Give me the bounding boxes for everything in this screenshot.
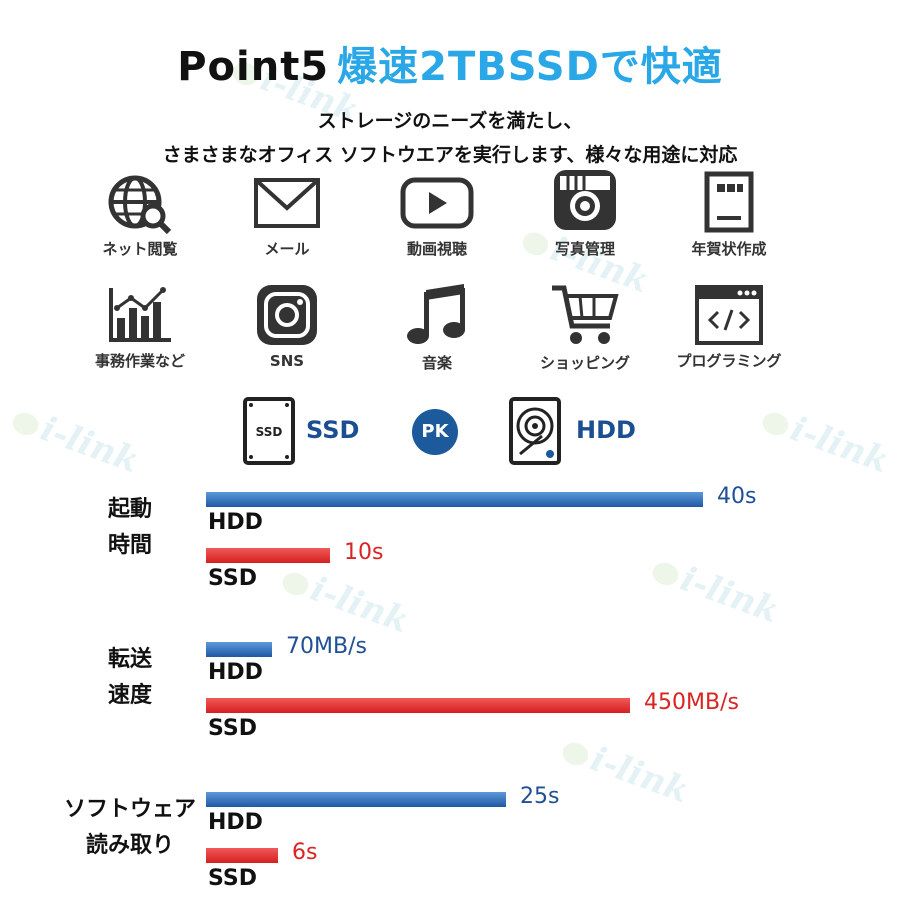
camera-icon	[554, 170, 616, 230]
hdd-drive-icon	[509, 397, 561, 465]
legend-hdd: HDD	[576, 416, 636, 444]
use-item: 事務作業など	[65, 284, 215, 371]
watermark: i-link	[7, 399, 144, 481]
watermark: i-link	[277, 559, 414, 641]
use-label: 事務作業など	[94, 352, 185, 370]
category-label: 転送 速度	[107, 647, 152, 708]
use-label: SNS	[269, 352, 305, 370]
ssd-icon-text: SSD	[256, 425, 283, 439]
title-main: 爆速2TBSSDで快適	[337, 44, 723, 90]
bar-hdd	[206, 642, 272, 657]
video-play-icon	[400, 177, 474, 229]
data-label-ssd: 10s	[344, 540, 384, 565]
vs-badge: PK	[412, 409, 458, 455]
use-label: 動画視聴	[406, 240, 467, 258]
use-label: ショッピング	[539, 354, 630, 372]
category-label: 起動 時間	[107, 497, 152, 558]
data-label-hdd: 25s	[520, 784, 560, 809]
subtitle-line-1: ストレージのニーズを満たし、	[317, 110, 583, 132]
watermark: i-link	[757, 399, 894, 481]
series-label-ssd: SSD	[208, 866, 257, 891]
use-item: 年賀状作成	[654, 170, 804, 259]
bar-ssd	[206, 848, 278, 863]
instagram-icon	[257, 285, 317, 345]
use-item: プログラミング	[654, 284, 804, 371]
use-label: 音楽	[421, 354, 452, 372]
code-window-icon	[695, 285, 763, 345]
use-item: ネット閲覧	[65, 172, 215, 259]
data-label-ssd: 450MB/s	[644, 690, 739, 715]
use-label: 年賀状作成	[691, 240, 767, 258]
bar-ssd	[206, 698, 630, 713]
use-label: プログラミング	[676, 352, 782, 370]
series-label-ssd: SSD	[208, 716, 257, 741]
bar-hdd	[206, 792, 506, 807]
globe-search-icon	[108, 175, 172, 234]
series-label-hdd: HDD	[208, 810, 263, 835]
subtitle-line-2: さまさまなオフィス ソフトウエアを実行します、様々な用途に対応	[162, 144, 738, 166]
bar-ssd	[206, 548, 330, 563]
bar-hdd	[206, 492, 703, 507]
use-item: メール	[212, 172, 362, 259]
use-item: SNS	[212, 282, 362, 370]
document-icon	[704, 171, 754, 233]
series-label-hdd: HDD	[208, 660, 263, 685]
page-title: Point5 爆速2TBSSDで快適	[0, 34, 900, 92]
legend-ssd: SSD	[306, 416, 360, 444]
use-item: 動画視聴	[362, 172, 512, 259]
mail-icon	[254, 178, 320, 228]
category-label: ソフトウェア 読み取り	[63, 797, 196, 858]
watermark: i-link	[557, 729, 694, 811]
watermark: i-link	[647, 549, 784, 631]
use-label: メール	[264, 240, 310, 258]
use-item: 写真管理	[510, 166, 660, 259]
ssd-drive-icon: SSD	[243, 397, 295, 465]
use-item: ショッピング	[510, 282, 660, 373]
music-note-icon	[407, 284, 465, 344]
data-label-hdd: 70MB/s	[286, 634, 367, 659]
data-label-hdd: 40s	[717, 484, 757, 509]
chart-icon	[109, 287, 171, 342]
title-prefix: Point5	[177, 44, 330, 90]
use-label: 写真管理	[554, 240, 615, 258]
series-label-ssd: SSD	[208, 566, 257, 591]
series-label-hdd: HDD	[208, 510, 263, 535]
use-item: 音楽	[362, 282, 512, 373]
shopping-cart-icon	[552, 285, 619, 344]
data-label-ssd: 6s	[292, 840, 318, 865]
use-label: ネット閲覧	[102, 240, 178, 258]
